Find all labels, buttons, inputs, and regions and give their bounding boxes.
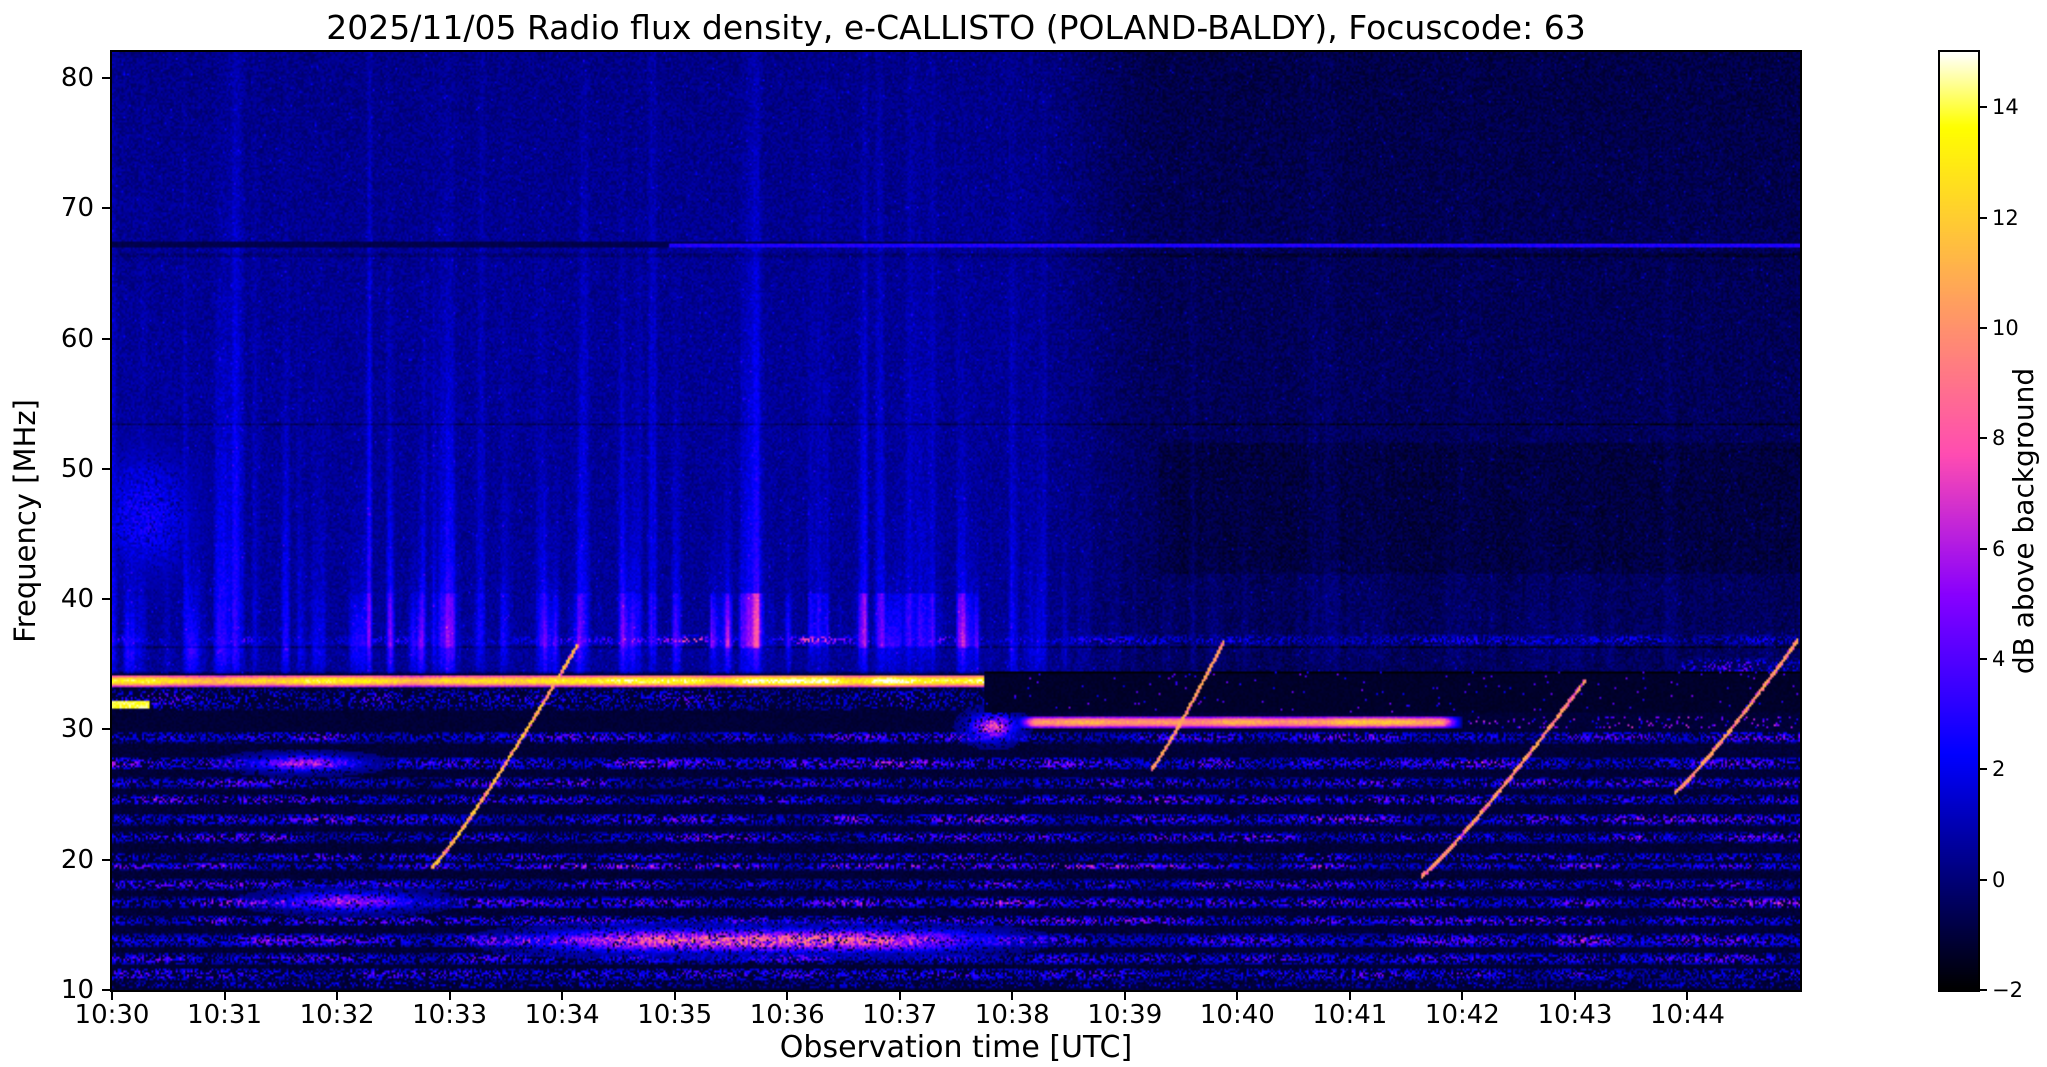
x-tick-mark (336, 992, 339, 1000)
x-tick-label: 10:40 (1199, 1000, 1275, 1030)
colorbar-tick-mark (1980, 216, 1987, 219)
colorbar (1938, 50, 1980, 992)
x-tick-label: 10:42 (1424, 1000, 1500, 1030)
x-tick-mark (898, 992, 901, 1000)
y-tick-label: 70 (60, 193, 94, 224)
colorbar-tick-mark (1980, 106, 1987, 109)
x-tick-mark (1123, 992, 1126, 1000)
colorbar-tick-label: 10 (1992, 315, 2019, 340)
x-tick-label: 10:30 (74, 1000, 150, 1030)
x-tick-label: 10:44 (1649, 1000, 1725, 1030)
x-tick-label: 10:41 (1312, 1000, 1388, 1030)
y-tick-label: 40 (60, 584, 94, 615)
colorbar-tick-label: 4 (1992, 646, 2006, 671)
y-tick-mark (102, 858, 110, 861)
y-tick-label: 60 (60, 323, 94, 354)
spectrogram-canvas (112, 52, 1800, 990)
y-tick-mark (102, 77, 110, 80)
x-tick-mark (1686, 992, 1689, 1000)
x-tick-label: 10:39 (1087, 1000, 1163, 1030)
x-tick-mark (1011, 992, 1014, 1000)
x-tick-mark (673, 992, 676, 1000)
x-tick-mark (1461, 992, 1464, 1000)
y-tick-label: 30 (60, 714, 94, 745)
y-tick-mark (102, 598, 110, 601)
x-tick-label: 10:38 (974, 1000, 1050, 1030)
colorbar-tick-mark (1980, 437, 1987, 440)
x-tick-label: 10:36 (749, 1000, 825, 1030)
colorbar-tick-mark (1980, 326, 1987, 329)
plot-title: 2025/11/05 Radio flux density, e-CALLIST… (326, 8, 1586, 47)
y-tick-mark (102, 207, 110, 210)
colorbar-tick-mark (1980, 768, 1987, 771)
x-tick-mark (223, 992, 226, 1000)
y-tick-label: 20 (60, 844, 94, 875)
colorbar-tick-label: 12 (1992, 205, 2019, 230)
colorbar-label: dB above background (2007, 367, 2040, 675)
x-tick-label: 10:32 (299, 1000, 375, 1030)
x-tick-label: 10:35 (637, 1000, 713, 1030)
y-tick-label: 50 (60, 453, 94, 484)
x-tick-label: 10:33 (412, 1000, 488, 1030)
x-tick-label: 10:31 (187, 1000, 262, 1030)
x-tick-label: 10:37 (862, 1000, 938, 1030)
x-tick-mark (561, 992, 564, 1000)
colorbar-tick-mark (1980, 547, 1987, 550)
x-tick-mark (786, 992, 789, 1000)
x-tick-mark (1573, 992, 1576, 1000)
colorbar-tick-mark (1980, 878, 1987, 881)
y-tick-label: 10 (60, 975, 94, 1005)
y-tick-mark (102, 989, 110, 991)
plot-area (110, 50, 1802, 992)
colorbar-tick-mark (1980, 989, 1987, 991)
x-axis-label: Observation time [UTC] (779, 1030, 1133, 1065)
x-tick-mark (1348, 992, 1351, 1000)
x-tick-mark (448, 992, 451, 1000)
x-tick-label: 10:43 (1537, 1000, 1613, 1030)
colorbar-tick-label: 2 (1992, 757, 2006, 782)
y-tick-label: 80 (60, 63, 94, 94)
y-tick-mark (102, 467, 110, 470)
x-tick-mark (1236, 992, 1239, 1000)
colorbar-tick-label: 6 (1992, 536, 2006, 561)
x-tick-label: 10:34 (524, 1000, 600, 1030)
colorbar-tick-label: −2 (1992, 978, 2023, 1002)
colorbar-canvas (1940, 52, 1978, 990)
y-tick-mark (102, 337, 110, 340)
colorbar-tick-mark (1980, 657, 1987, 660)
colorbar-tick-label: 0 (1992, 867, 2006, 892)
colorbar-tick-label: 14 (1992, 95, 2019, 120)
y-tick-mark (102, 728, 110, 731)
x-tick-mark (111, 992, 113, 1000)
colorbar-tick-label: 8 (1992, 426, 2006, 451)
